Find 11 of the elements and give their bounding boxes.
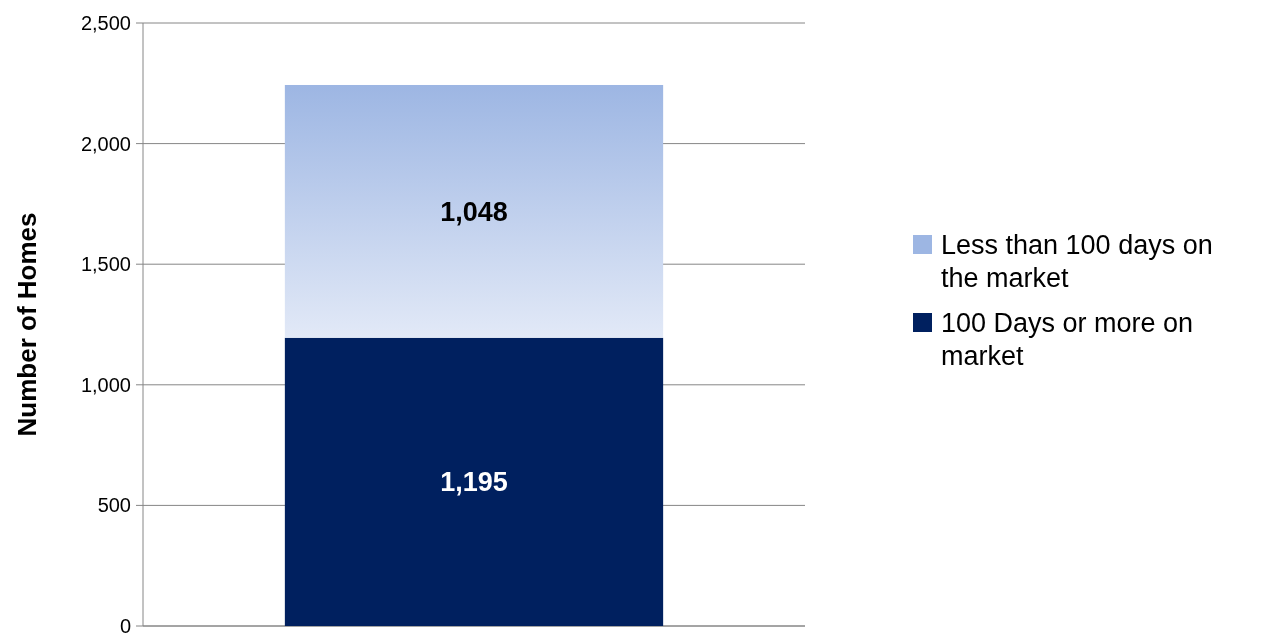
y-tick-label: 1,500 bbox=[80, 253, 131, 276]
y-tick-label: 1,000 bbox=[80, 373, 131, 396]
legend-label: Less than 100 days on the market bbox=[941, 230, 1213, 294]
legend-label: 100 Days or more on market bbox=[941, 308, 1194, 372]
y-tick-label: 500 bbox=[97, 494, 131, 517]
data-label: 1,195 bbox=[440, 467, 508, 498]
y-axis-title: Number of Homes bbox=[12, 212, 42, 437]
y-tick-label: 2,000 bbox=[80, 132, 131, 155]
y-tick-label: 2,500 bbox=[80, 12, 131, 34]
y-tick-label: 0 bbox=[119, 615, 131, 634]
data-label: 1,048 bbox=[440, 196, 508, 227]
